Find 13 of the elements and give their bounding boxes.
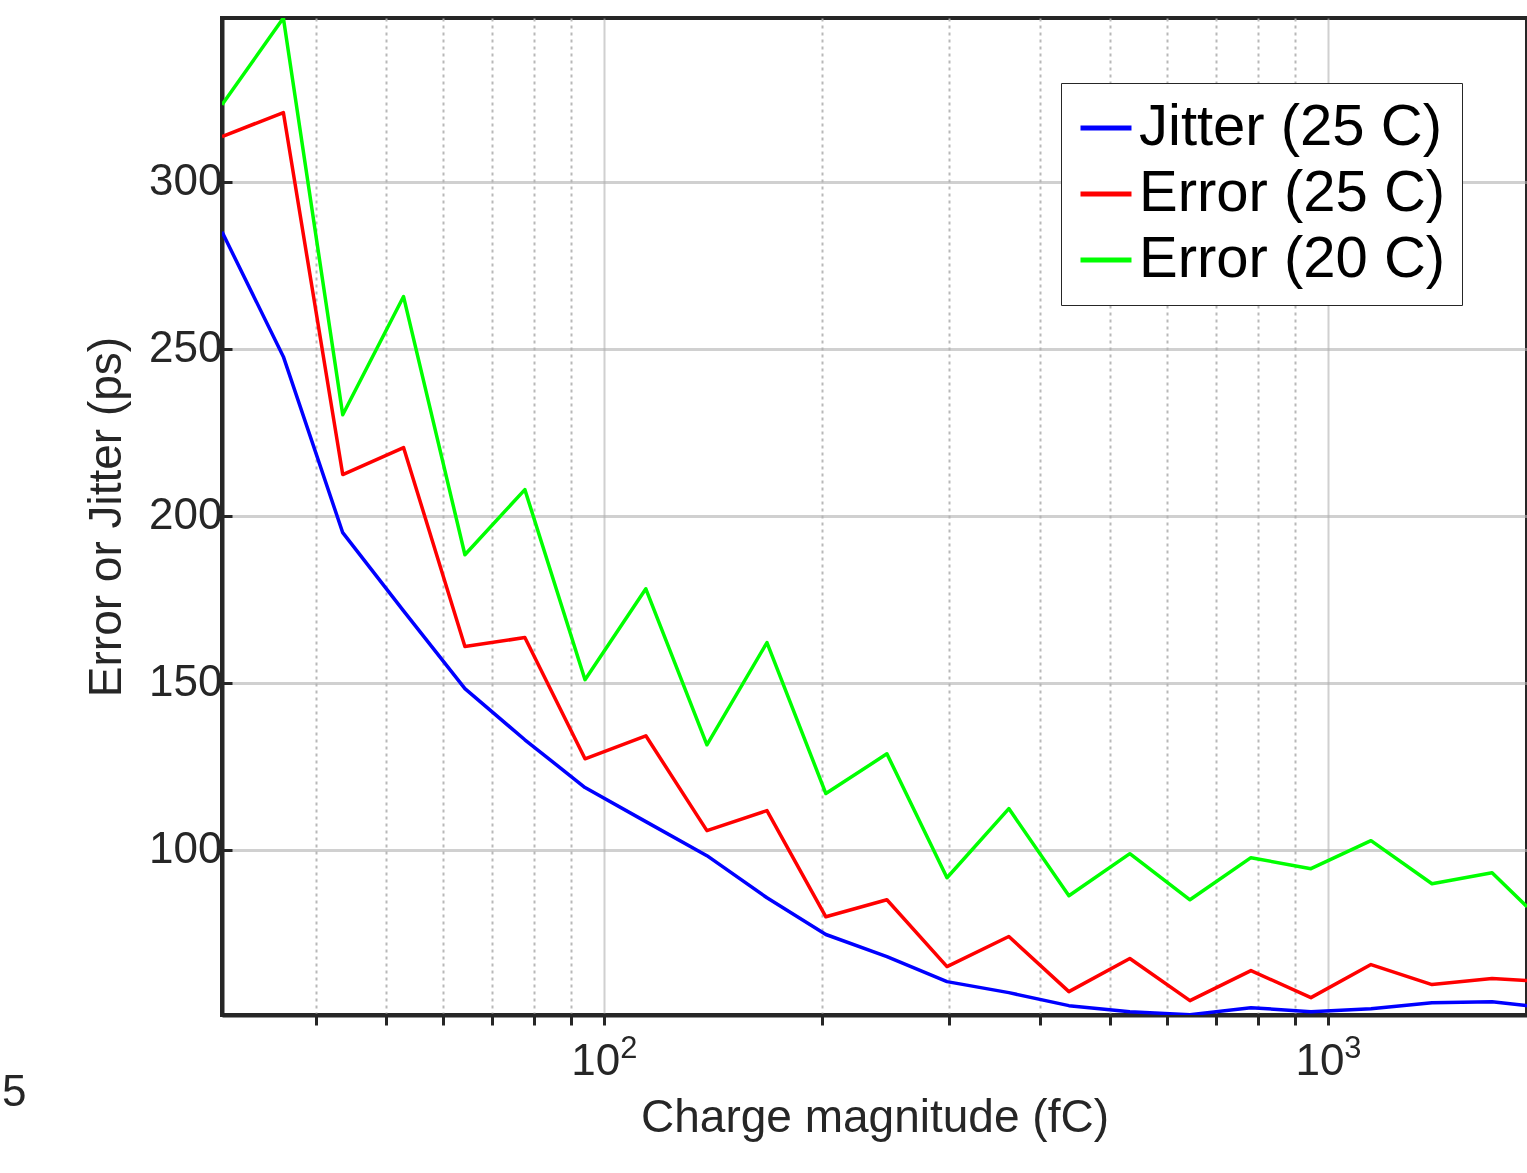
legend-label: Jitter (25 C)	[1139, 92, 1442, 157]
y-tick-label: 300	[149, 155, 223, 205]
y-tick-label: 250	[149, 322, 223, 372]
y-tick-label: 200	[149, 489, 223, 539]
legend-label: Error (20 C)	[1139, 224, 1446, 289]
y-tick-label: 100	[149, 823, 223, 873]
x-tick-label: 10$^{2}$	[571, 1029, 638, 1084]
y-tick-label: 150	[149, 656, 223, 706]
legend-label: Error (25 C)	[1139, 158, 1446, 223]
x-tick-label: 10$^{3}$	[1295, 1029, 1362, 1084]
x-axis-title: Charge magnitude (fC)	[641, 1089, 1109, 1142]
y-axis-title: Error or Jitter (ps)	[79, 336, 132, 698]
text: 5	[2, 1066, 27, 1115]
